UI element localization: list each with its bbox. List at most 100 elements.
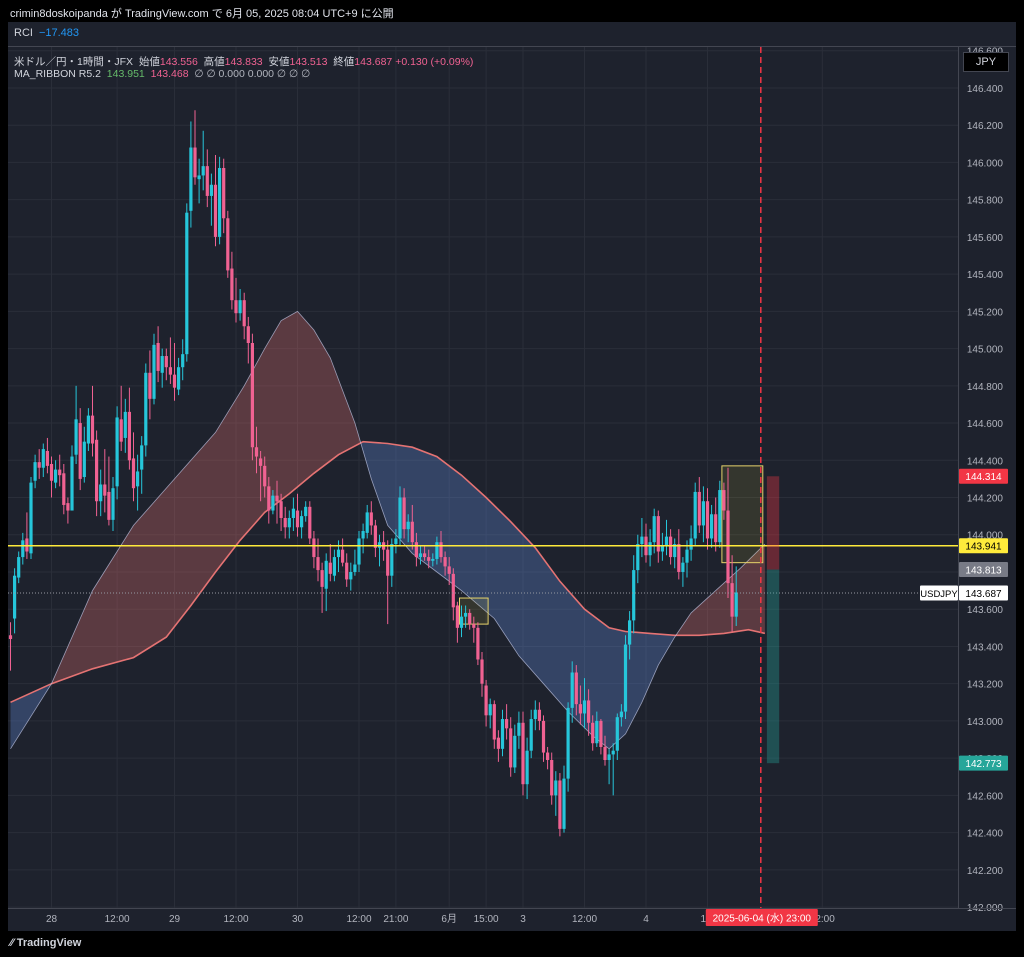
- candle-body: [427, 557, 431, 561]
- logo-text: TradingView: [16, 937, 82, 949]
- footer-bar: ⁄⁄ TradingView: [0, 931, 1024, 957]
- candle-body: [336, 549, 341, 558]
- price-label-box: [959, 585, 1008, 601]
- ohlc-legend[interactable]: 米ドル／円・1時間・JFX 始値143.556 高値143.833 安値143.…: [14, 54, 473, 69]
- candle-body: [722, 490, 726, 511]
- time-tick-label: 12:00: [223, 914, 248, 925]
- candle-body: [177, 367, 181, 390]
- risk-zone: [766, 476, 780, 570]
- price-tick-label: 143.200: [967, 680, 1004, 691]
- candle-body: [500, 719, 505, 749]
- candle-body: [201, 166, 205, 176]
- candle-body: [17, 557, 21, 578]
- candle-body: [74, 419, 78, 455]
- time-tick-label: 21:00: [383, 914, 408, 925]
- candle-body: [480, 659, 484, 684]
- candle-body: [689, 538, 693, 550]
- candle-body: [136, 471, 140, 487]
- candle-body: [632, 570, 636, 621]
- candle-body: [361, 531, 365, 539]
- price-tick-label: 144.000: [967, 531, 1004, 542]
- candle-body: [222, 168, 226, 219]
- open-value: 143.556: [159, 56, 198, 68]
- candle-body: [656, 516, 660, 552]
- candle-body: [435, 542, 439, 559]
- time-tick-label: 4: [643, 914, 649, 925]
- candle-body: [628, 620, 632, 645]
- candle-body: [213, 184, 218, 237]
- price-label-box: [959, 562, 1008, 578]
- ribbon-fill: [51, 311, 361, 684]
- candle-body: [669, 536, 673, 558]
- candle-body: [8, 635, 13, 639]
- candle-body: [529, 719, 533, 751]
- high-label: 高値: [203, 56, 225, 68]
- candle-body: [623, 644, 628, 712]
- time-tick-label: 28: [46, 914, 58, 925]
- tradingview-logo: ⁄⁄ TradingView: [10, 937, 82, 949]
- candle-body: [99, 484, 103, 502]
- price-label-text: 143.941: [965, 542, 1002, 553]
- price-tick-label: 144.600: [967, 419, 1004, 430]
- candle-body: [599, 720, 603, 747]
- candle-body: [209, 184, 213, 196]
- price-tick-label: 146.400: [967, 84, 1004, 95]
- candle-body: [181, 354, 185, 368]
- candle-body: [615, 717, 619, 751]
- candle-body: [304, 506, 308, 517]
- currency-label[interactable]: JPY: [963, 52, 1009, 72]
- candle-body: [443, 557, 447, 567]
- candle-body: [693, 491, 697, 539]
- price-label-text: 143.813: [965, 565, 1002, 576]
- candle-body: [263, 465, 267, 487]
- price-label-box: [959, 538, 1008, 554]
- candle-body: [537, 709, 541, 721]
- candle-body: [373, 525, 377, 548]
- chart-overlays: [8, 47, 958, 908]
- candle-body: [316, 557, 320, 571]
- candle-body: [58, 469, 62, 476]
- candle-body: [734, 592, 738, 617]
- price-tick-label: 143.400: [967, 642, 1004, 653]
- candle-body: [275, 495, 279, 502]
- time-tick-label: 15:00: [474, 914, 499, 925]
- candle-body: [648, 542, 652, 556]
- ma-ribbon: [10, 310, 766, 750]
- candle-body: [468, 612, 472, 625]
- candle-body: [439, 542, 443, 558]
- candle-body: [582, 700, 587, 714]
- candle-body: [496, 737, 500, 749]
- close-value: 143.687: [354, 56, 393, 68]
- ribbon-legend[interactable]: MA_RIBBON R5.2 143.951 143.468 ∅ ∅ 0.000…: [14, 68, 310, 80]
- candle-body: [324, 560, 328, 589]
- change-value: +0.130 (+0.09%): [395, 56, 474, 68]
- candle-body: [156, 342, 160, 371]
- candle-body: [332, 557, 336, 576]
- candle-body: [640, 536, 644, 545]
- candle-body: [103, 484, 107, 496]
- candle-body: [591, 722, 595, 744]
- time-tick-label: 12:00: [105, 914, 130, 925]
- candle-body: [246, 326, 250, 343]
- candle-body: [283, 517, 287, 528]
- candle-body: [140, 445, 144, 470]
- candle-body: [320, 570, 324, 587]
- candle-body: [447, 566, 451, 574]
- rci-legend[interactable]: RCI −17.483: [14, 27, 79, 39]
- candle-body: [677, 544, 681, 572]
- candle-body: [230, 268, 234, 301]
- candle-body: [86, 415, 90, 444]
- candle-body: [710, 514, 714, 539]
- candle-body: [123, 411, 127, 438]
- price-tick-label: 145.600: [967, 233, 1004, 244]
- candle-body: [472, 624, 476, 628]
- low-value: 143.513: [289, 56, 328, 68]
- candle-body: [459, 616, 464, 628]
- ribbon-value-rest: ∅ ∅ 0.000 0.000 ∅ ∅ ∅: [194, 68, 311, 80]
- price-label-box: [959, 755, 1008, 771]
- candle-body: [603, 746, 607, 761]
- close-label: 終値: [333, 56, 355, 68]
- price-tick-label: 143.000: [967, 717, 1004, 728]
- open-label: 始値: [138, 56, 160, 68]
